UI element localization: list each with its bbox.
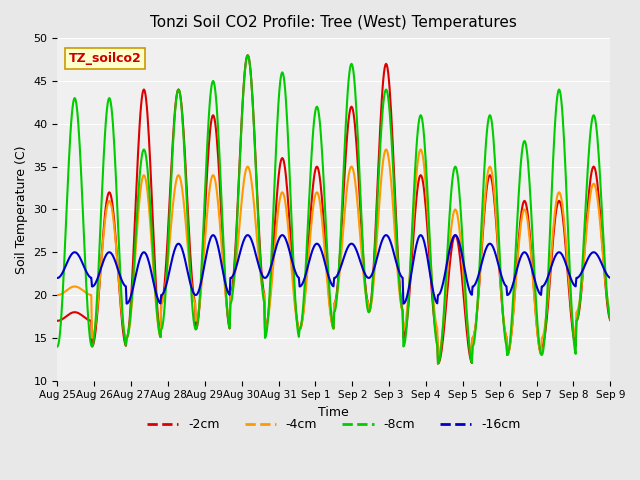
- Title: Tonzi Soil CO2 Profile: Tree (West) Temperatures: Tonzi Soil CO2 Profile: Tree (West) Temp…: [150, 15, 517, 30]
- Legend: -2cm, -4cm, -8cm, -16cm: -2cm, -4cm, -8cm, -16cm: [142, 413, 526, 436]
- X-axis label: Time: Time: [319, 406, 349, 419]
- Text: TZ_soilco2: TZ_soilco2: [68, 52, 141, 65]
- Y-axis label: Soil Temperature (C): Soil Temperature (C): [15, 145, 28, 274]
